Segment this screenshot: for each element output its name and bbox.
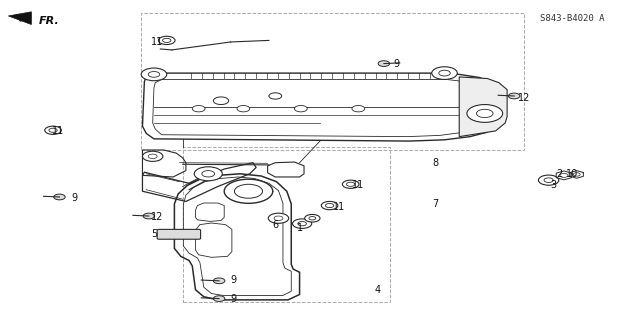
Circle shape (213, 97, 228, 105)
Text: 9: 9 (394, 59, 400, 69)
Polygon shape (8, 12, 31, 25)
Circle shape (148, 154, 157, 159)
Circle shape (352, 106, 365, 112)
Text: 11: 11 (352, 180, 364, 190)
Circle shape (439, 70, 451, 76)
Circle shape (192, 106, 205, 112)
Circle shape (45, 126, 61, 134)
Circle shape (54, 194, 65, 200)
Text: 12: 12 (518, 93, 531, 103)
Text: 5: 5 (151, 229, 157, 239)
Circle shape (224, 179, 273, 203)
Polygon shape (195, 203, 224, 221)
Text: 11: 11 (151, 37, 163, 47)
Circle shape (292, 219, 312, 228)
Polygon shape (195, 223, 232, 257)
Circle shape (432, 67, 458, 79)
Circle shape (305, 214, 320, 222)
Text: 2: 2 (556, 169, 563, 179)
Circle shape (467, 105, 502, 122)
Circle shape (342, 180, 359, 189)
Circle shape (194, 167, 222, 181)
Text: 9: 9 (231, 275, 237, 285)
Circle shape (143, 151, 163, 161)
Circle shape (213, 296, 225, 301)
Circle shape (202, 171, 214, 177)
Circle shape (269, 93, 282, 99)
Polygon shape (460, 77, 507, 137)
Circle shape (274, 216, 283, 220)
Circle shape (538, 175, 559, 185)
Text: 8: 8 (432, 158, 438, 168)
Circle shape (148, 71, 160, 77)
Text: 4: 4 (374, 285, 381, 295)
Circle shape (213, 278, 225, 284)
Circle shape (476, 109, 493, 118)
Text: 6: 6 (272, 219, 278, 230)
Circle shape (141, 68, 167, 81)
Text: 7: 7 (432, 199, 438, 209)
Text: 11: 11 (333, 202, 346, 212)
FancyBboxPatch shape (157, 229, 200, 239)
Circle shape (294, 106, 307, 112)
Circle shape (237, 106, 250, 112)
Circle shape (268, 213, 289, 223)
Text: 1: 1 (296, 223, 303, 233)
Circle shape (508, 93, 520, 99)
Circle shape (321, 201, 338, 210)
Text: 3: 3 (550, 180, 556, 190)
Text: 11: 11 (52, 126, 64, 136)
Text: S843-B4020 A: S843-B4020 A (540, 14, 605, 23)
Circle shape (159, 36, 175, 45)
Text: 9: 9 (231, 294, 237, 304)
Circle shape (378, 61, 390, 66)
Circle shape (143, 213, 155, 219)
Text: 10: 10 (566, 169, 579, 179)
Text: 9: 9 (71, 193, 77, 203)
Text: 12: 12 (151, 212, 163, 222)
Circle shape (234, 184, 262, 198)
Text: FR.: FR. (39, 16, 60, 26)
